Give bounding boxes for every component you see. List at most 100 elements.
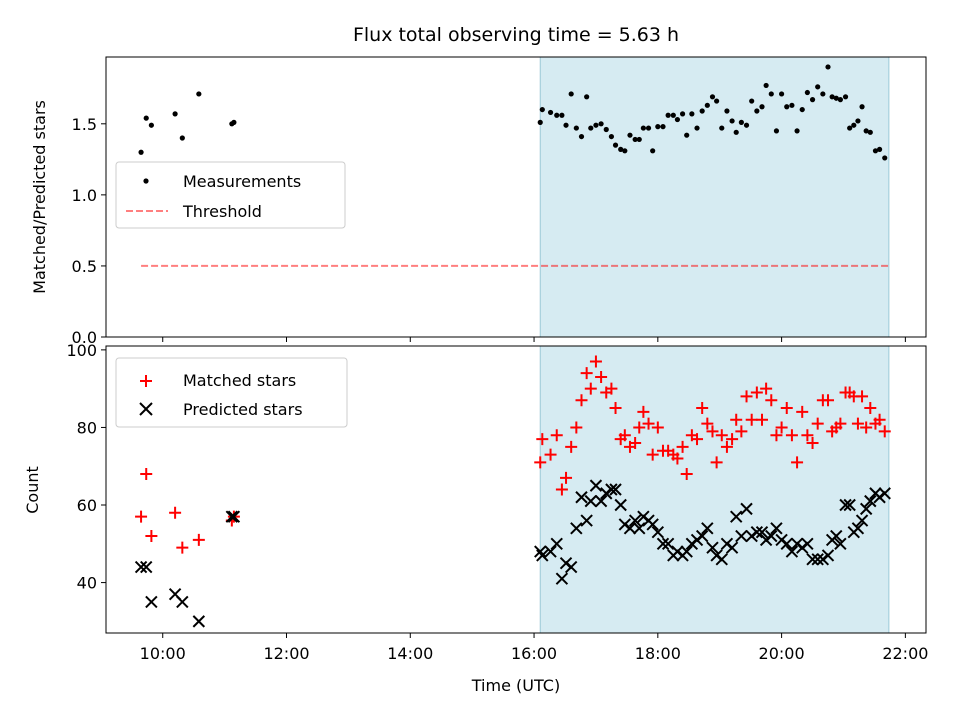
measurement-point xyxy=(855,118,861,124)
predicted-star-point xyxy=(661,537,675,551)
measurement-points xyxy=(138,64,888,161)
predicted-star-point xyxy=(651,525,665,539)
predicted-star-point xyxy=(589,479,603,492)
matched-star-point xyxy=(565,440,578,453)
predicted-star-point xyxy=(735,529,748,543)
predicted-star-point xyxy=(765,529,778,543)
measurement-point xyxy=(837,97,843,103)
matched-star-point xyxy=(760,382,773,395)
predicted-star-point xyxy=(878,487,891,500)
matched-star-point xyxy=(169,506,182,519)
predicted-star-point xyxy=(575,491,588,504)
predicted-star-point xyxy=(695,529,709,543)
measurement-point xyxy=(784,104,790,110)
measurement-point xyxy=(603,126,609,133)
observing-window-band-top xyxy=(539,56,890,338)
predicted-star-point xyxy=(806,553,819,566)
matched-star-point xyxy=(536,433,549,446)
matched-star-point xyxy=(730,413,743,426)
predicted-star-point xyxy=(701,522,714,535)
matched-star-point xyxy=(756,413,768,426)
x-tick-label: 14:00 xyxy=(387,644,433,663)
matched-star-point xyxy=(834,417,847,430)
matched-star-point xyxy=(651,421,664,434)
predicted-stars-points xyxy=(134,479,891,628)
measurement-point xyxy=(809,97,816,103)
legend-label-threshold: Threshold xyxy=(182,202,262,221)
measurement-point xyxy=(179,135,185,141)
matched-star-point xyxy=(864,402,877,415)
predicted-star-point xyxy=(811,553,824,566)
predicted-star-point xyxy=(544,545,557,558)
matched-star-point xyxy=(145,530,158,543)
measurement-point xyxy=(568,91,574,97)
measurement-point xyxy=(640,125,646,131)
x-tick-label: 12:00 xyxy=(263,644,309,663)
legend-marker-matched xyxy=(140,375,152,387)
panel-counts: 40 60 80 100 10:00 12:00 14:00 16:00 18:00 20:00… xyxy=(23,341,928,695)
measurement-point xyxy=(636,136,642,143)
measurement-point xyxy=(704,102,710,108)
predicted-star-point xyxy=(780,537,793,551)
measurement-point xyxy=(754,108,760,114)
measurement-point xyxy=(872,148,879,154)
x-tick-marks-top xyxy=(162,337,906,342)
measurement-point xyxy=(563,122,569,128)
matched-star-point xyxy=(696,402,709,415)
matched-star-point xyxy=(691,433,704,446)
predicted-star-point xyxy=(843,498,856,512)
measurement-point xyxy=(815,84,821,90)
predicted-star-point xyxy=(680,545,693,558)
measurement-point xyxy=(729,118,735,124)
measurement-point xyxy=(622,148,628,154)
matched-star-point xyxy=(780,402,793,415)
matched-star-point xyxy=(726,433,739,446)
x-tick-label: 20:00 xyxy=(759,644,805,663)
predicted-star-point xyxy=(192,615,206,628)
matched-star-point xyxy=(851,417,864,430)
predicted-star-point xyxy=(605,483,618,496)
legend-box-top xyxy=(115,161,346,229)
predicted-star-point xyxy=(594,494,608,508)
matched-star-point xyxy=(770,429,783,442)
predicted-star-point xyxy=(570,522,583,535)
predicted-star-point xyxy=(755,525,769,539)
measurement-point xyxy=(665,112,671,118)
matched-star-point xyxy=(680,467,693,480)
predicted-star-point xyxy=(715,553,728,566)
measurement-point xyxy=(684,132,690,138)
predicted-star-point xyxy=(609,483,622,496)
y-tick-label: 1.0 xyxy=(72,186,97,205)
matched-star-point xyxy=(706,425,719,438)
measurement-point xyxy=(804,89,810,96)
predicted-star-point xyxy=(750,525,764,539)
measurement-point xyxy=(699,108,705,114)
matched-star-point xyxy=(589,355,602,368)
measurement-point xyxy=(724,108,730,114)
predicted-star-point xyxy=(839,498,852,512)
x-tick-label: 16:00 xyxy=(511,644,557,663)
measurement-point xyxy=(820,91,826,97)
matched-star-point xyxy=(580,367,593,380)
measurement-point xyxy=(847,125,853,131)
predicted-star-point xyxy=(851,522,865,535)
predicted-star-point xyxy=(706,541,719,554)
measurement-point xyxy=(584,94,590,100)
predicted-star-point xyxy=(785,545,799,558)
measurement-point xyxy=(763,82,769,89)
measurement-point xyxy=(842,94,849,100)
measurement-point xyxy=(578,133,585,140)
x-ticks-bottom: 10:00 12:00 14:00 16:00 18:00 20:00 22:00 xyxy=(140,633,928,663)
measurement-point xyxy=(876,146,883,152)
matched-star-point xyxy=(791,456,804,469)
predicted-star-point xyxy=(564,560,578,574)
plot-frame-bottom xyxy=(105,345,927,634)
measurement-point xyxy=(738,119,744,125)
measurement-point xyxy=(670,112,676,118)
legend-bottom: Matched stars Predicted stars xyxy=(115,357,348,428)
predicted-star-point xyxy=(580,514,593,527)
matched-star-point xyxy=(710,456,723,469)
measurement-point xyxy=(789,102,795,108)
matched-star-point xyxy=(135,510,148,523)
